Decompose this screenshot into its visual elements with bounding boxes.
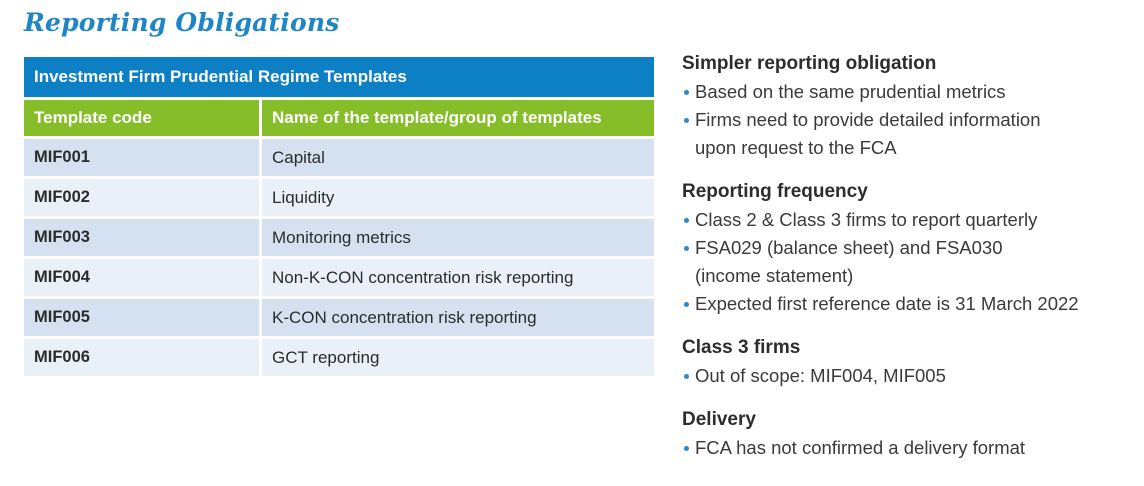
- section-heading: Delivery: [682, 409, 756, 430]
- list-item: Expected first reference date is 31 Marc…: [682, 290, 1132, 318]
- template-name-cell: Non-K-CON concentration risk reporting: [262, 259, 654, 296]
- template-code-cell: MIF006: [24, 339, 259, 376]
- list-item: Out of scope: MIF004, MIF005: [682, 362, 1132, 390]
- table-title-row: Investment Firm Prudential Regime Templa…: [24, 57, 654, 97]
- bullet-text: Firms need to provide detailed informati…: [695, 109, 1041, 158]
- column-header-template-name: Name of the template/group of templates: [262, 100, 654, 136]
- table-header-row: Template code Name of the template/group…: [24, 100, 654, 136]
- bullet-dot-icon: [684, 246, 689, 251]
- section-simpler-reporting-obligation: Simpler reporting obligation Based on th…: [682, 50, 1132, 162]
- bullet-dot-icon: [684, 374, 689, 379]
- templates-table: Investment Firm Prudential Regime Templa…: [24, 57, 657, 376]
- section-class-3-firms: Class 3 firms Out of scope: MIF004, MIF0…: [682, 334, 1132, 390]
- table-row: MIF001 Capital: [24, 139, 654, 176]
- table-row: MIF004 Non-K-CON concentration risk repo…: [24, 259, 654, 296]
- list-item: FCA has not confirmed a delivery format: [682, 434, 1132, 462]
- column-header-template-code: Template code: [24, 100, 259, 136]
- bullet-dot-icon: [684, 446, 689, 451]
- list-item: Firms need to provide detailed informati…: [682, 106, 1132, 162]
- section-reporting-frequency: Reporting frequency Class 2 & Class 3 fi…: [682, 178, 1132, 318]
- notes-column: Simpler reporting obligation Based on th…: [682, 50, 1132, 462]
- template-code-cell: MIF005: [24, 299, 259, 336]
- bullet-text: Based on the same prudential metrics: [695, 81, 1006, 102]
- bullet-dot-icon: [684, 302, 689, 307]
- section-heading: Simpler reporting obligation: [682, 53, 937, 74]
- table-row: MIF006 GCT reporting: [24, 339, 654, 376]
- page-title: Reporting Obligations: [24, 8, 340, 37]
- bullet-dot-icon: [684, 118, 689, 123]
- template-name-cell: GCT reporting: [262, 339, 654, 376]
- template-code-cell: MIF003: [24, 219, 259, 256]
- table-row: MIF003 Monitoring metrics: [24, 219, 654, 256]
- list-item: Class 2 & Class 3 firms to report quarte…: [682, 206, 1132, 234]
- template-code-cell: MIF004: [24, 259, 259, 296]
- table-row: MIF002 Liquidity: [24, 179, 654, 216]
- bullet-text: Out of scope: MIF004, MIF005: [695, 365, 946, 386]
- bullet-dot-icon: [684, 90, 689, 95]
- template-code-cell: MIF002: [24, 179, 259, 216]
- section-heading: Reporting frequency: [682, 181, 868, 202]
- bullet-dot-icon: [684, 218, 689, 223]
- template-code-cell: MIF001: [24, 139, 259, 176]
- table-row: MIF005 K-CON concentration risk reportin…: [24, 299, 654, 336]
- section-delivery: Delivery FCA has not confirmed a deliver…: [682, 406, 1132, 462]
- template-name-cell: Monitoring metrics: [262, 219, 654, 256]
- bullet-text: FSA029 (balance sheet) and FSA030 (incom…: [695, 237, 1003, 286]
- template-name-cell: Capital: [262, 139, 654, 176]
- bullet-text: Class 2 & Class 3 firms to report quarte…: [695, 209, 1038, 230]
- list-item: Based on the same prudential metrics: [682, 78, 1132, 106]
- template-name-cell: K-CON concentration risk reporting: [262, 299, 654, 336]
- list-item: FSA029 (balance sheet) and FSA030 (incom…: [682, 234, 1132, 290]
- section-heading: Class 3 firms: [682, 337, 801, 358]
- template-name-cell: Liquidity: [262, 179, 654, 216]
- bullet-text: FCA has not confirmed a delivery format: [695, 437, 1026, 458]
- bullet-text: Expected first reference date is 31 Marc…: [695, 293, 1079, 314]
- table-title: Investment Firm Prudential Regime Templa…: [24, 57, 654, 97]
